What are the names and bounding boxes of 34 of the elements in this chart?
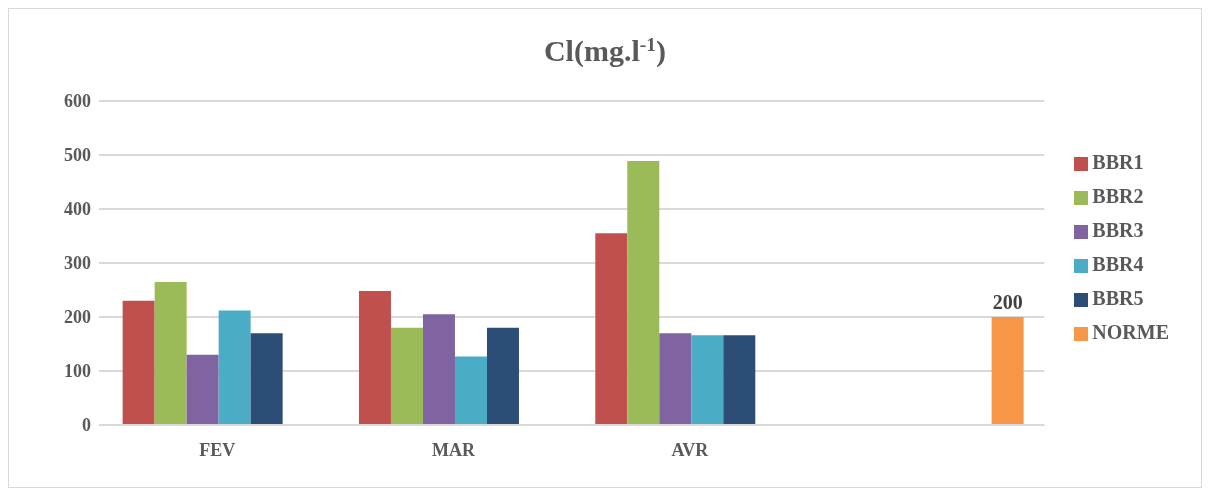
legend-label: BBR1 xyxy=(1092,151,1144,173)
bar xyxy=(358,291,391,425)
bar xyxy=(154,281,187,425)
bar xyxy=(991,317,1024,425)
bar xyxy=(723,335,756,425)
y-tick-label: 0 xyxy=(82,415,91,436)
legend-label: BBR5 xyxy=(1092,287,1144,309)
bar xyxy=(218,310,251,425)
bar xyxy=(454,356,487,425)
bar xyxy=(486,327,519,425)
bar xyxy=(627,160,660,425)
y-tick-label: 300 xyxy=(64,253,91,274)
legend-label: BBR4 xyxy=(1092,253,1144,275)
y-tick-label: 500 xyxy=(64,145,91,166)
bar xyxy=(250,333,283,425)
x-tick-label: AVR xyxy=(671,439,710,460)
bar xyxy=(422,314,455,425)
y-tick-label: 400 xyxy=(64,199,91,220)
bar xyxy=(122,300,155,425)
x-tick-label: MAR xyxy=(432,439,476,460)
bar xyxy=(595,233,628,425)
y-tick-label: 600 xyxy=(64,91,91,112)
x-tick-label: FEV xyxy=(199,439,236,460)
y-tick-label: 100 xyxy=(64,361,91,382)
legend-label: BBR3 xyxy=(1092,219,1144,241)
legend-label: BBR2 xyxy=(1092,185,1144,207)
y-tick-label: 200 xyxy=(64,307,91,328)
bar xyxy=(691,335,724,425)
data-label: 200 xyxy=(992,291,1023,313)
legend-label: NORME xyxy=(1092,321,1169,343)
bar xyxy=(390,327,423,425)
chart-title: Cl(mg.l$^{-1}$) xyxy=(543,33,667,68)
bar xyxy=(186,354,219,425)
bar xyxy=(659,333,692,425)
